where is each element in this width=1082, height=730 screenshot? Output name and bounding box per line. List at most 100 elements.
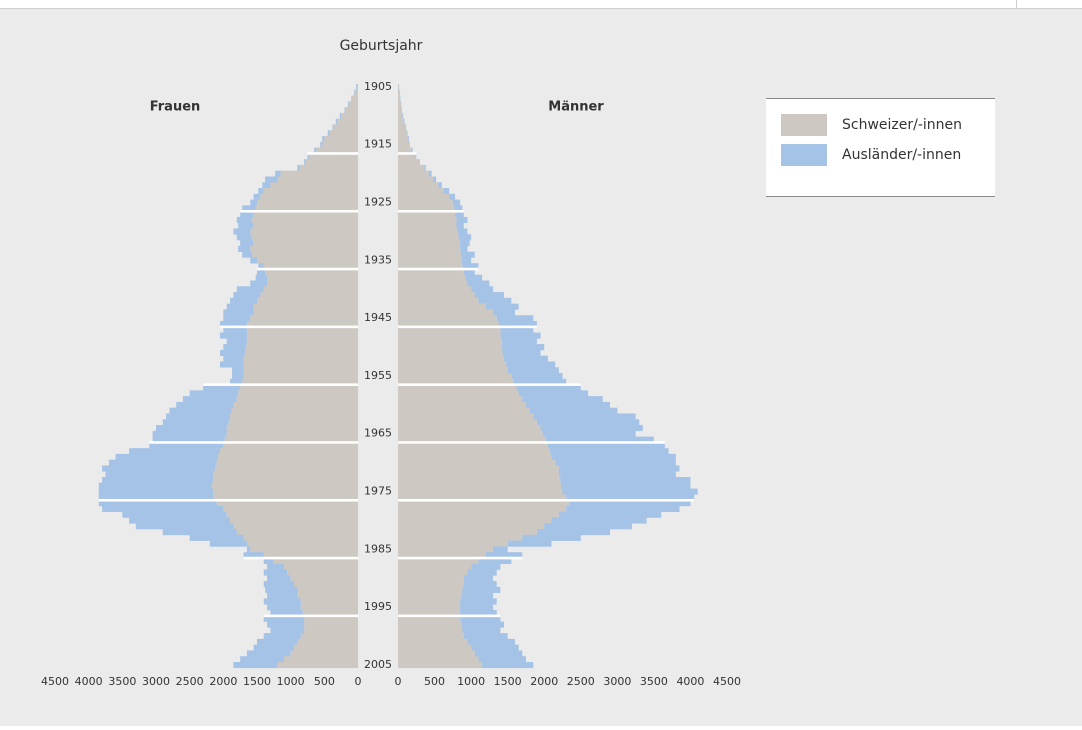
bar <box>433 176 436 182</box>
bar <box>541 425 643 431</box>
bar <box>544 523 632 529</box>
bar <box>398 518 552 524</box>
bar <box>459 234 471 240</box>
bar <box>398 344 502 350</box>
bar <box>398 315 497 321</box>
bar <box>256 275 267 281</box>
x-tick-label: 4500 <box>713 675 741 688</box>
bar <box>301 604 358 610</box>
bar <box>398 252 461 258</box>
bar <box>398 113 402 119</box>
bar <box>267 564 284 570</box>
bar <box>449 194 455 200</box>
bar <box>136 523 234 529</box>
bar <box>233 229 250 235</box>
bar <box>220 448 358 454</box>
bar <box>355 90 358 96</box>
bar <box>398 645 471 651</box>
bar <box>253 223 358 229</box>
bar <box>398 223 456 229</box>
bar <box>493 309 515 315</box>
bar <box>217 460 358 466</box>
bar <box>237 396 358 402</box>
y-tick-label: 1905 <box>364 80 392 93</box>
tab <box>1017 0 1082 9</box>
bar <box>233 523 358 529</box>
bar <box>530 408 618 414</box>
bar <box>398 367 508 373</box>
bar <box>237 217 252 223</box>
bar <box>252 234 358 240</box>
bar <box>163 529 237 535</box>
bar <box>352 96 358 102</box>
bar <box>213 471 358 477</box>
bar <box>475 292 504 298</box>
bar <box>398 454 552 460</box>
y-tick-label: 1995 <box>364 600 392 613</box>
y-tick-label: 1935 <box>364 253 392 266</box>
bar <box>247 546 250 552</box>
bar <box>247 650 291 656</box>
bar <box>458 229 468 235</box>
bar <box>398 489 563 495</box>
y-tick-label: 1985 <box>364 542 392 555</box>
bar <box>250 200 257 206</box>
bar <box>278 176 358 182</box>
bar <box>462 627 500 633</box>
bar <box>270 627 304 633</box>
bar <box>220 333 247 339</box>
bar <box>467 639 515 645</box>
bar <box>398 413 533 419</box>
bar <box>398 142 409 148</box>
bar <box>227 304 254 310</box>
bar <box>460 598 497 604</box>
bar <box>227 512 358 518</box>
bar <box>223 315 250 321</box>
bar <box>305 159 358 165</box>
bar <box>398 506 566 512</box>
y-tick-label: 1975 <box>364 484 392 497</box>
bar <box>398 298 478 304</box>
bar <box>398 96 400 102</box>
bar <box>229 419 358 425</box>
bar <box>475 650 523 656</box>
bar <box>537 529 610 535</box>
bar <box>398 309 493 315</box>
bar <box>405 124 406 130</box>
bar <box>264 286 358 292</box>
bar <box>467 570 496 576</box>
bar <box>320 142 322 148</box>
x-tick-label: 2500 <box>176 675 204 688</box>
row-separator <box>99 499 358 502</box>
bar <box>304 622 358 628</box>
bar <box>398 304 486 310</box>
bar <box>398 361 506 367</box>
bar <box>543 431 636 437</box>
bar <box>233 662 277 668</box>
bar <box>560 477 690 483</box>
bar <box>250 546 358 552</box>
bar <box>398 529 537 535</box>
bar <box>349 101 358 107</box>
bar <box>237 234 252 240</box>
bar <box>227 338 247 344</box>
bar <box>398 431 543 437</box>
bar <box>398 373 511 379</box>
bar <box>398 281 467 287</box>
bar <box>297 587 358 593</box>
bar <box>456 217 467 223</box>
bar <box>471 286 493 292</box>
bar <box>257 639 297 645</box>
bar <box>252 217 358 223</box>
bar <box>522 535 580 541</box>
y-tick-label: 1925 <box>364 195 392 208</box>
bar <box>398 292 475 298</box>
bar <box>291 575 358 581</box>
bar <box>230 518 358 524</box>
bar <box>260 292 358 298</box>
bar <box>230 413 358 419</box>
bar <box>398 598 460 604</box>
bar <box>398 483 561 489</box>
bar <box>267 604 301 610</box>
bar <box>398 622 462 628</box>
